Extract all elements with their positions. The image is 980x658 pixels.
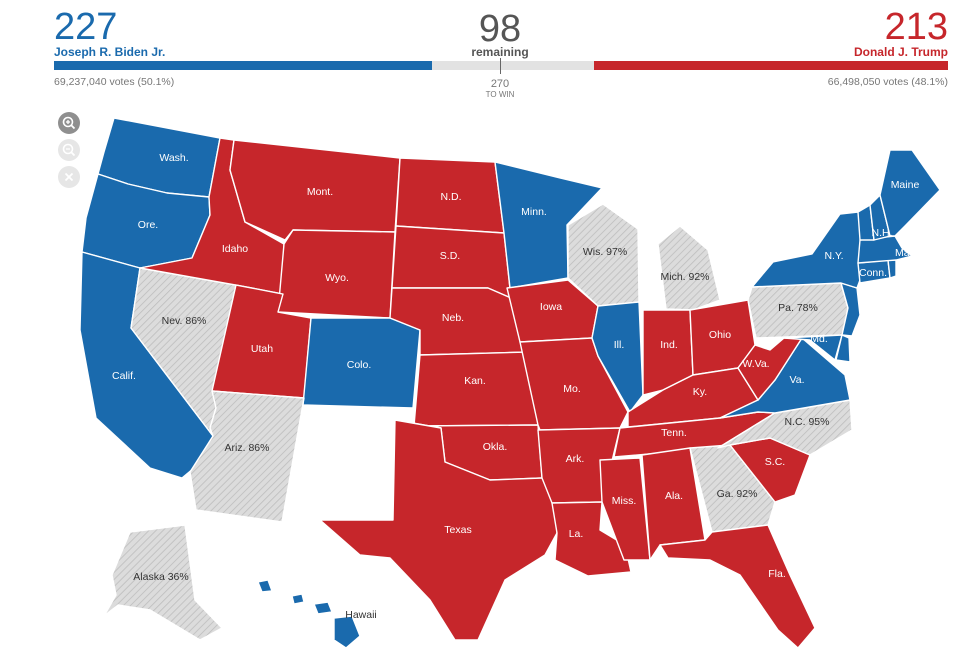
state-label-nh: N.H.	[872, 227, 893, 239]
state-label-hi: Hawaii	[345, 609, 377, 621]
state-label-ga: Ga. 92%	[717, 488, 758, 500]
state-label-ks: Kan.	[464, 375, 486, 387]
state-label-ia: Iowa	[540, 301, 562, 313]
state-label-tx: Texas	[444, 524, 471, 536]
zoom-in-button[interactable]	[58, 112, 80, 134]
zoom-out-button[interactable]	[58, 139, 80, 161]
state-label-oh: Ohio	[709, 329, 731, 341]
state-label-wv: W.Va.	[742, 358, 769, 370]
state-mi[interactable]	[657, 225, 721, 311]
state-label-vt: Vt.	[847, 191, 860, 203]
state-label-al: Ala.	[665, 490, 683, 502]
state-ri[interactable]	[887, 259, 897, 279]
state-wy[interactable]	[277, 229, 396, 319]
state-label-id: Idaho	[222, 243, 248, 255]
trump-bar	[594, 61, 948, 70]
state-label-ri: R.I.	[891, 277, 907, 289]
state-label-mn: Minn.	[521, 206, 547, 218]
zoom-in-icon	[62, 116, 76, 130]
state-label-tn: Tenn.	[661, 427, 687, 439]
state-label-wi: Wis. 97%	[583, 246, 627, 258]
state-label-me: Maine	[891, 179, 920, 191]
state-label-wa: Wash.	[159, 152, 188, 164]
state-label-ne: Neb.	[442, 312, 464, 324]
state-label-fl: Fla.	[768, 568, 786, 580]
state-label-pa: Pa. 78%	[778, 302, 818, 314]
state-label-ca: Calif.	[112, 370, 136, 382]
state-de[interactable]	[835, 334, 851, 363]
state-label-mt: Mont.	[307, 186, 333, 198]
state-md[interactable]	[783, 334, 843, 361]
to-win-marker	[500, 58, 501, 74]
state-label-ny: N.Y.	[824, 250, 843, 262]
state-label-la: La.	[569, 528, 584, 540]
state-az[interactable]	[189, 390, 305, 523]
zoom-out-icon	[62, 143, 76, 157]
state-label-va: Va.	[790, 374, 805, 386]
remaining-electoral-votes: 98	[478, 8, 522, 50]
state-sd[interactable]	[391, 225, 512, 299]
state-label-ar: Ark.	[566, 453, 585, 465]
trump-name: Donald J. Trump	[853, 45, 948, 59]
state-label-or: Ore.	[138, 219, 158, 231]
biden-bar	[54, 61, 432, 70]
reset-icon	[64, 172, 74, 182]
state-label-nv: Nev. 86%	[162, 315, 207, 327]
state-fl[interactable]	[659, 524, 816, 649]
state-label-ok: Okla.	[483, 441, 508, 453]
state-la[interactable]	[551, 501, 632, 577]
biden-electoral-votes: 227	[54, 6, 118, 48]
biden-name: Joseph R. Biden Jr.	[54, 45, 166, 59]
reset-map-button[interactable]	[58, 166, 80, 188]
to-win-label: TO WIN	[485, 90, 515, 99]
state-label-de: Del.	[852, 340, 871, 352]
state-label-in: Ind.	[660, 339, 678, 351]
state-ny[interactable]	[751, 211, 867, 289]
state-label-nd: N.D.	[441, 191, 462, 203]
state-label-mi: Mich. 92%	[660, 271, 709, 283]
remaining-label: remaining	[471, 45, 529, 59]
remaining-bar	[432, 61, 594, 70]
state-label-nc: N.C. 95%	[785, 416, 830, 428]
trump-popular-vote: 66,498,050 votes (48.1%)	[827, 76, 948, 88]
state-ms[interactable]	[599, 457, 651, 561]
state-label-ut: Utah	[251, 343, 273, 355]
state-label-ak: Alaska 36%	[133, 571, 188, 583]
state-ak[interactable]	[103, 524, 223, 641]
state-label-ky: Ky.	[693, 386, 707, 398]
state-label-sd: S.D.	[440, 250, 460, 262]
state-label-ct: Conn.	[859, 267, 887, 279]
state-co[interactable]	[302, 317, 421, 409]
state-label-nj: N.J.	[862, 311, 881, 323]
state-label-sc: S.C.	[765, 456, 785, 468]
state-label-mo: Mo.	[563, 383, 581, 395]
state-ks[interactable]	[413, 351, 539, 427]
state-label-il: Ill.	[614, 339, 625, 351]
state-hi[interactable]	[257, 579, 361, 649]
state-tx[interactable]	[319, 419, 558, 641]
trump-electoral-votes: 213	[884, 6, 948, 48]
state-label-az: Ariz. 86%	[225, 442, 270, 454]
biden-popular-vote: 69,237,040 votes (50.1%)	[54, 76, 175, 88]
state-label-co: Colo.	[347, 359, 372, 371]
state-me[interactable]	[879, 149, 941, 237]
state-label-md: Md.	[810, 333, 828, 345]
state-label-wy: Wyo.	[325, 272, 349, 284]
state-label-ma: Mass.	[895, 247, 923, 259]
state-label-ms: Miss.	[612, 495, 637, 507]
to-win-number: 270	[490, 78, 510, 90]
